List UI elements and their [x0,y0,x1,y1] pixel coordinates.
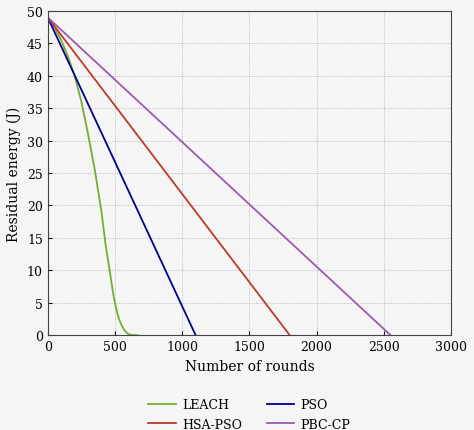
LEACH [132,333,138,338]
LEACH [119,323,125,328]
LEACH [99,210,104,215]
LEACH [116,316,122,322]
LEACH [121,328,127,333]
Legend: LEACH, HSA-PSO, PSO, PBC-CP: LEACH, HSA-PSO, PSO, PBC-CP [143,393,356,430]
LEACH [72,74,77,79]
LEACH [107,268,112,273]
Line: LEACH: LEACH [48,18,138,335]
LEACH [127,332,133,337]
LEACH [111,294,117,299]
Y-axis label: Residual energy (J): Residual energy (J) [7,106,21,241]
X-axis label: Number of rounds: Number of rounds [184,359,314,373]
LEACH [65,55,71,60]
LEACH [85,132,91,138]
LEACH [124,331,130,336]
LEACH [92,168,98,173]
LEACH [129,333,135,338]
LEACH [58,38,64,43]
LEACH [113,307,119,312]
LEACH [45,16,51,21]
LEACH [135,333,141,338]
LEACH [52,25,57,31]
LEACH [103,242,109,247]
LEACH [79,100,84,105]
